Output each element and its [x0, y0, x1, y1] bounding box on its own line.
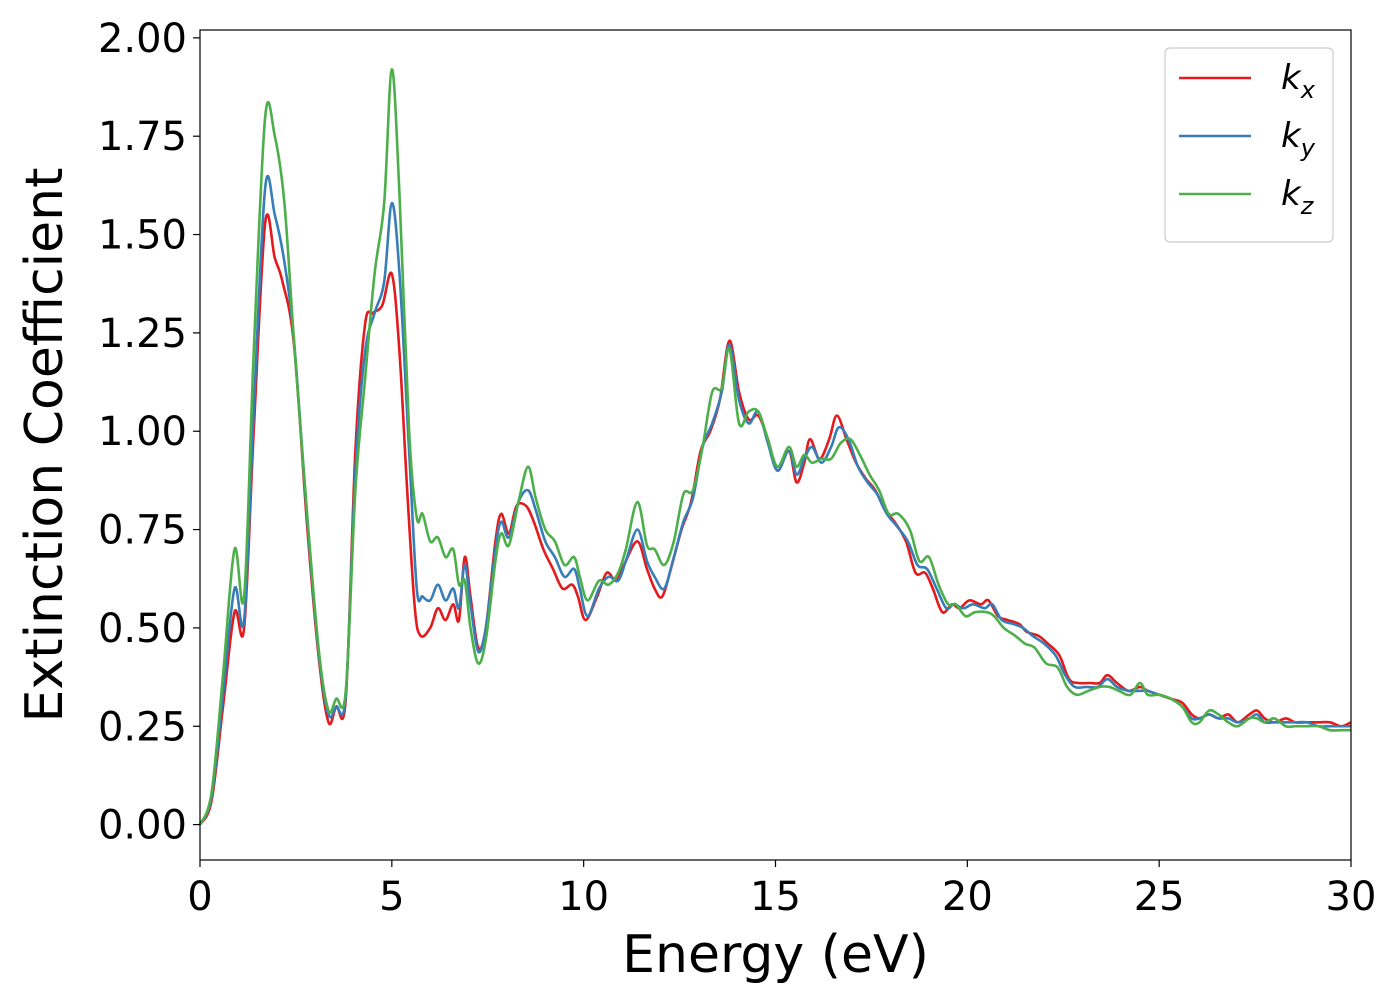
x-tick-label: 10: [558, 874, 609, 920]
x-axis: 0 5 10 15 20 25 30: [187, 860, 1376, 920]
series-layer: [198, 68, 1352, 826]
y-axis: 0.00 0.25 0.50 0.75 1.00 1.25 1.50 1.75 2.00: [98, 16, 200, 849]
y-tick-label: 1.00: [98, 409, 187, 455]
series-line-k-y: [198, 175, 1351, 826]
legend-label-base: k: [1281, 116, 1302, 156]
x-tick-label: 30: [1326, 874, 1377, 920]
x-tick-label: 15: [750, 874, 801, 920]
legend-label-base: k: [1281, 174, 1302, 214]
legend-label-k-y: ky: [1281, 116, 1316, 162]
legend-label-subscript: z: [1300, 192, 1315, 220]
y-tick-label: 1.75: [98, 114, 187, 160]
legend-label-subscript: y: [1300, 134, 1316, 162]
legend-label-k-z: kz: [1281, 174, 1315, 220]
y-tick-label: 2.00: [98, 16, 187, 62]
x-tick-label: 20: [942, 874, 993, 920]
legend-label-base: k: [1281, 58, 1302, 98]
x-tick-label: 0: [187, 874, 212, 920]
y-tick-label: 0.25: [98, 704, 187, 750]
legend-label-subscript: x: [1300, 76, 1316, 104]
x-tick-label: 5: [379, 874, 404, 920]
x-axis-label: Energy (eV): [622, 925, 929, 985]
series-line-k-z: [198, 68, 1351, 826]
y-axis-label: Extinction Coefficient: [15, 168, 75, 723]
y-tick-label: 0.50: [98, 606, 187, 652]
legend-label-k-x: kx: [1281, 58, 1316, 104]
y-tick-label: 1.50: [98, 213, 187, 259]
y-tick-label: 1.25: [98, 311, 187, 357]
y-tick-label: 0.75: [98, 508, 187, 554]
x-tick-label: 25: [1134, 874, 1185, 920]
y-tick-label: 0.00: [98, 803, 187, 849]
